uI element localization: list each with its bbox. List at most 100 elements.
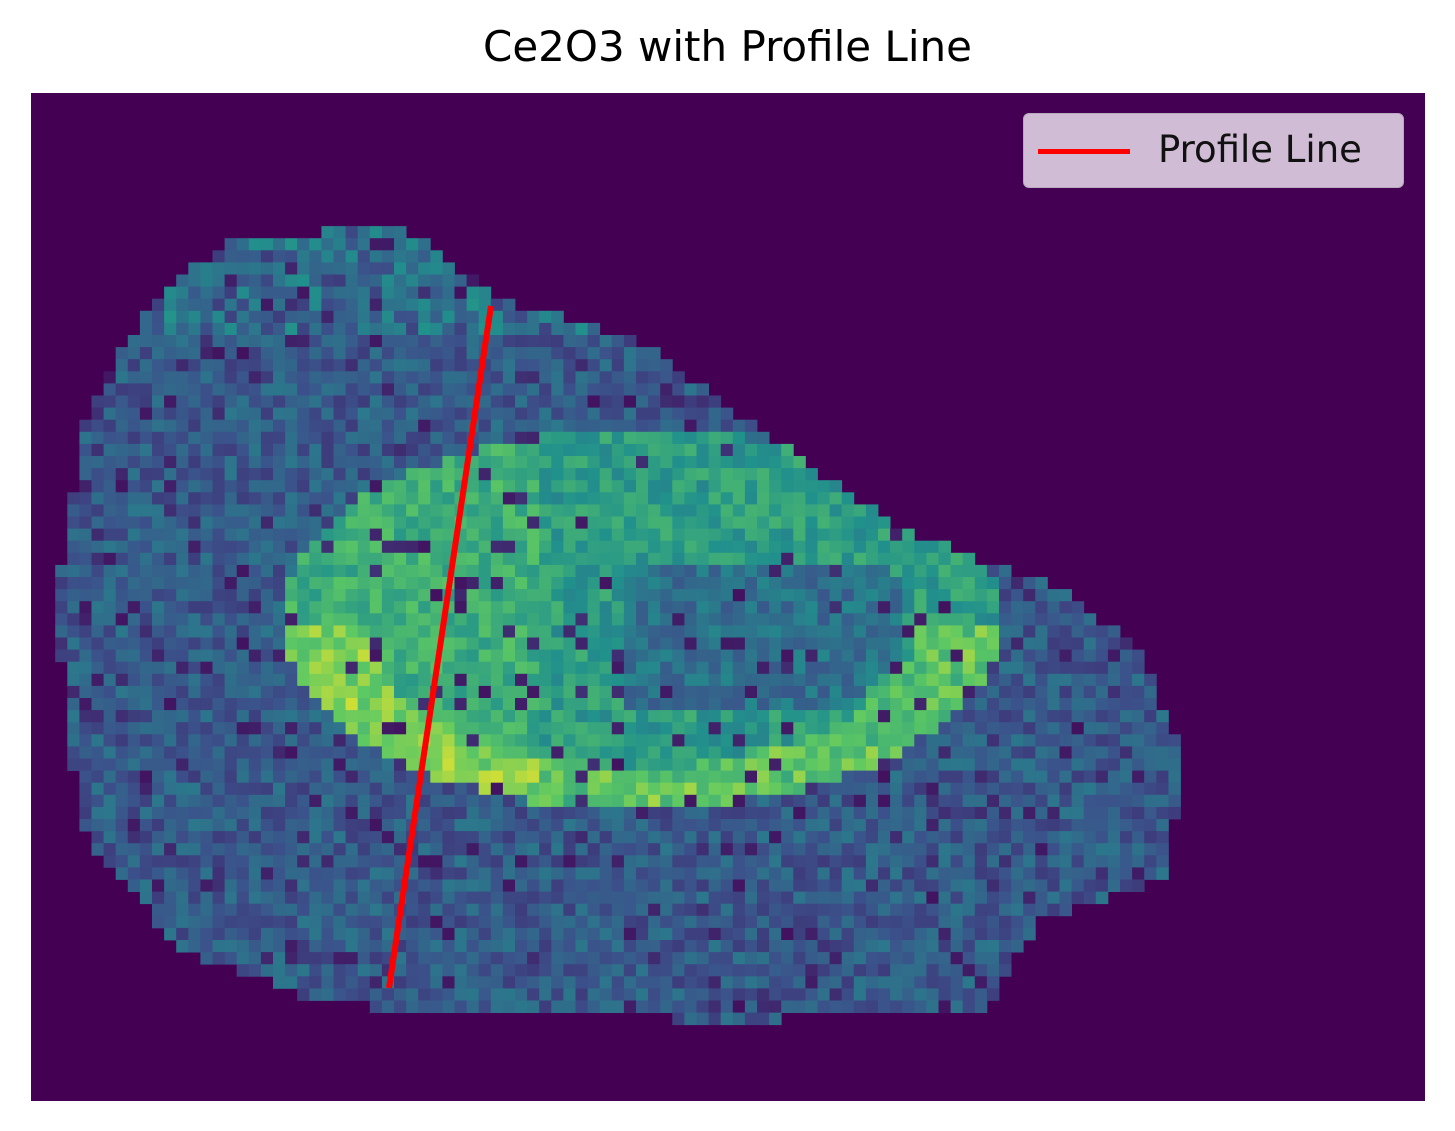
heatmap-cell — [103, 613, 117, 626]
heatmap-cell — [309, 504, 322, 517]
heatmap-cell — [273, 625, 286, 638]
heatmap-cell — [999, 794, 1012, 808]
heatmap-cell — [1132, 782, 1145, 796]
heatmap-cell — [950, 601, 964, 614]
heatmap-cell — [369, 746, 383, 759]
heatmap-cell — [599, 347, 613, 360]
heatmap-cell — [817, 625, 830, 638]
heatmap-cell — [260, 504, 274, 517]
heatmap-cell — [841, 577, 855, 590]
heatmap-cell — [1144, 782, 1157, 796]
heatmap-cell — [381, 855, 395, 868]
heatmap-cell — [575, 504, 588, 517]
heatmap-cell — [587, 492, 601, 505]
heatmap-cell — [575, 359, 588, 372]
heatmap-cell — [563, 637, 576, 650]
heatmap-cell — [1144, 685, 1157, 699]
heatmap-cell — [454, 601, 467, 614]
heatmap-cell — [744, 831, 758, 844]
heatmap-cell — [466, 806, 480, 820]
heatmap-cell — [103, 456, 117, 469]
heatmap-cell — [817, 940, 830, 953]
heatmap-cell — [684, 891, 697, 905]
heatmap-cell — [369, 625, 383, 638]
heatmap-cell — [248, 528, 262, 542]
heatmap-cell — [914, 927, 927, 941]
heatmap-cell — [333, 238, 346, 251]
heatmap-cell — [345, 855, 359, 868]
heatmap-cell — [696, 952, 709, 965]
heatmap-cell — [769, 782, 782, 796]
heatmap-cell — [236, 601, 250, 614]
heatmap-cell — [636, 516, 649, 529]
heatmap-cell — [224, 443, 238, 457]
heatmap-cell — [950, 1000, 964, 1013]
heatmap-cell — [648, 855, 661, 868]
heatmap-cell — [841, 661, 855, 675]
heatmap-cell — [176, 564, 189, 578]
heatmap-cell — [418, 443, 431, 457]
heatmap-cell — [817, 782, 830, 796]
heatmap-cell — [297, 976, 310, 989]
heatmap-cell — [212, 601, 225, 614]
heatmap-cell — [297, 347, 310, 360]
heatmap-cell — [636, 806, 649, 820]
heatmap-cell — [285, 310, 298, 324]
heatmap-cell — [938, 1000, 951, 1013]
heatmap-cell — [648, 383, 661, 396]
heatmap-cell — [817, 831, 830, 844]
heatmap-cell — [829, 782, 843, 796]
heatmap-cell — [103, 673, 117, 687]
heatmap-cell — [515, 625, 528, 638]
heatmap-cell — [466, 540, 480, 554]
heatmap-cell — [273, 298, 286, 312]
heatmap-cell — [696, 988, 709, 1001]
heatmap-cell — [297, 480, 310, 493]
heatmap-cell — [732, 976, 746, 989]
heatmap-cell — [200, 528, 213, 542]
heatmap-cell — [551, 976, 564, 989]
heatmap-cell — [611, 843, 625, 856]
heatmap-cell — [309, 988, 322, 1001]
heatmap-cell — [962, 601, 976, 614]
heatmap-cell — [672, 710, 685, 723]
heatmap-cell — [260, 649, 274, 663]
heatmap-cell — [490, 359, 504, 372]
heatmap-cell — [999, 915, 1012, 929]
heatmap-cell — [248, 589, 262, 602]
heatmap-cell — [418, 274, 431, 287]
heatmap-cell — [248, 746, 262, 759]
heatmap-cell — [720, 952, 734, 965]
heatmap-cell — [902, 613, 915, 626]
heatmap-cell — [648, 601, 661, 614]
heatmap-cell — [200, 359, 213, 372]
heatmap-cell — [515, 431, 528, 445]
heatmap-cell — [938, 831, 951, 844]
heatmap-cell — [793, 504, 806, 517]
heatmap-cell — [357, 843, 371, 856]
heatmap-cell — [478, 661, 492, 675]
heatmap-cell — [914, 952, 927, 965]
heatmap-cell — [974, 976, 988, 989]
heatmap-cell — [406, 564, 419, 578]
heatmap-cell — [164, 843, 177, 856]
heatmap-cell — [381, 552, 395, 566]
heatmap-cell — [611, 710, 625, 723]
heatmap-cell — [926, 746, 939, 759]
heatmap-cell — [841, 976, 855, 989]
heatmap-cell — [394, 528, 407, 542]
heatmap-cell — [636, 722, 649, 735]
heatmap-cell — [853, 698, 867, 711]
heatmap-cell — [539, 589, 552, 602]
heatmap-cell — [139, 552, 153, 566]
heatmap-cell — [515, 564, 528, 578]
heatmap-cell — [309, 540, 322, 554]
heatmap-cell — [1011, 806, 1024, 820]
heatmap-cell — [781, 661, 794, 675]
heatmap-cell — [648, 964, 661, 977]
heatmap-cell — [853, 540, 867, 554]
heatmap-cell — [248, 431, 262, 445]
heatmap-cell — [369, 661, 383, 675]
heatmap-cell — [902, 698, 915, 711]
heatmap-cell — [744, 492, 758, 505]
